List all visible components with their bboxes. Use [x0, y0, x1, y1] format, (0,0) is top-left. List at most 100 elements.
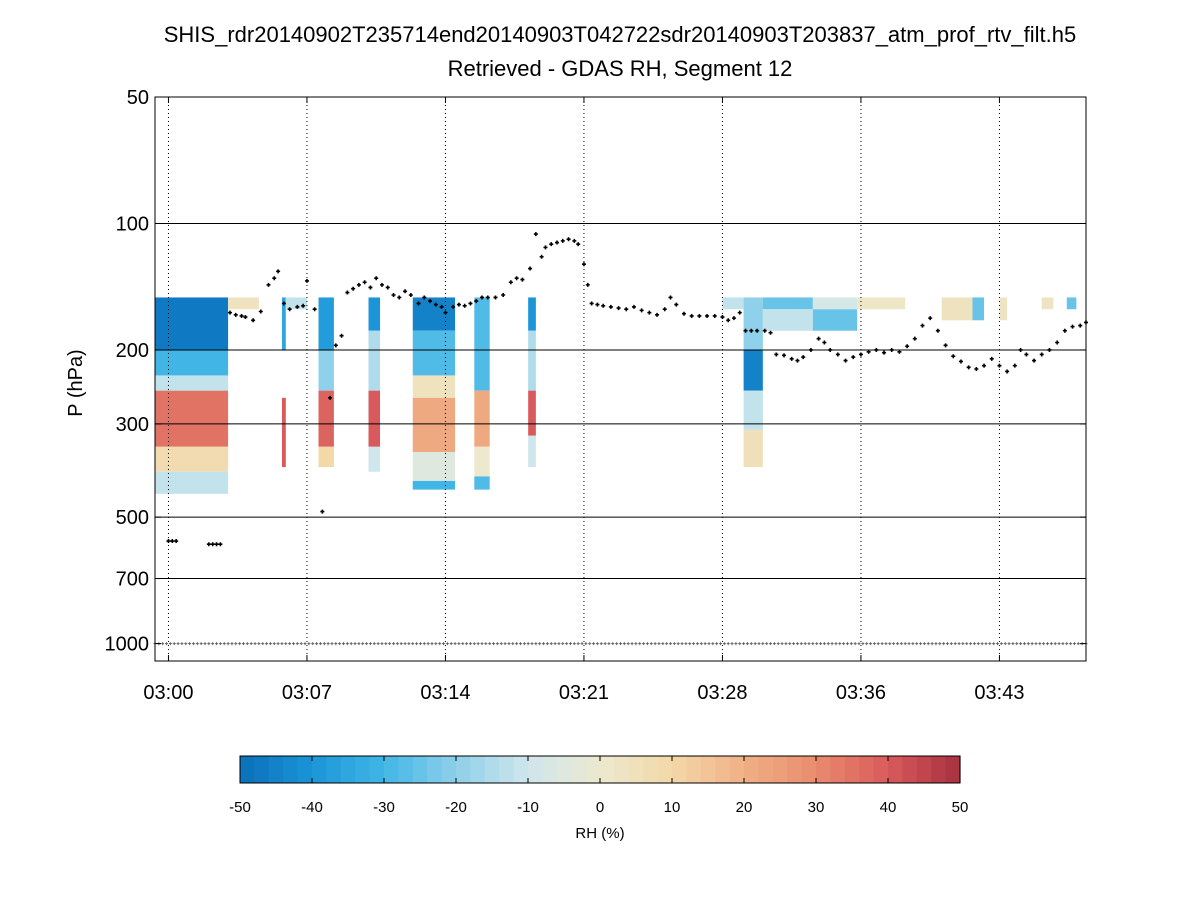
surface-point: [234, 642, 238, 646]
tropopause-point: [416, 301, 421, 306]
surface-point: [238, 642, 242, 646]
tropopause-point: [639, 308, 644, 313]
surface-point: [672, 642, 676, 646]
tropopause-point: [1047, 347, 1052, 352]
colorbar-segment: [369, 756, 385, 783]
surface-point: [211, 642, 215, 646]
colorbar-segment: [499, 756, 515, 783]
surface-point: [884, 642, 888, 646]
tropopause-point: [1032, 358, 1037, 363]
surface-point: [430, 642, 434, 646]
plot-area: 50 100 200 300 500 700 1000 03:00 03:07 03:14 03:2…: [105, 87, 1088, 704]
surface-point: [926, 642, 930, 646]
tropopause-point: [443, 310, 448, 315]
colorbar-segment: [830, 756, 846, 783]
tropopause-point: [422, 295, 427, 300]
tropopause-point: [439, 304, 444, 309]
surface-point: [407, 642, 411, 646]
surface-point: [503, 642, 507, 646]
surface-point: [345, 642, 349, 646]
surface-point: [680, 642, 684, 646]
surface-point: [742, 642, 746, 646]
tropopause-point: [1039, 352, 1044, 357]
surface-point: [807, 642, 811, 646]
surface-point: [438, 642, 442, 646]
tropopause-point: [501, 293, 506, 298]
surface-point: [699, 642, 703, 646]
colorbar-tick-label: 10: [664, 799, 681, 816]
tropopause-point: [866, 349, 871, 354]
colorbar-tick-label: -40: [301, 799, 323, 816]
surface-point: [353, 642, 357, 646]
tropopause-point: [295, 304, 300, 309]
surface-point: [415, 642, 419, 646]
tropopause-point: [795, 358, 800, 363]
colorbar-segment: [412, 756, 428, 783]
surface-point: [380, 642, 384, 646]
surface-point: [291, 642, 295, 646]
surface-point: [734, 642, 738, 646]
rh-cell: [285, 297, 307, 310]
surface-point: [453, 642, 457, 646]
surface-point: [626, 642, 630, 646]
tropopause-point: [601, 303, 606, 308]
colorbar-segment: [556, 756, 572, 783]
surface-point: [634, 642, 638, 646]
tropopause-point: [768, 330, 773, 335]
y-tick-label: 300: [116, 414, 149, 436]
tropopause-point: [514, 276, 519, 281]
surface-point: [172, 642, 176, 646]
colorbar-segment: [427, 756, 443, 783]
tropopause-point: [362, 280, 367, 285]
surface-point: [872, 642, 876, 646]
tropopause-point: [743, 328, 748, 333]
surface-point: [772, 642, 776, 646]
tropopause-point: [301, 303, 306, 308]
surface-point: [615, 642, 619, 646]
surface-point: [684, 642, 688, 646]
colorbar-segment: [844, 756, 860, 783]
surface-point: [268, 642, 272, 646]
surface-point: [965, 642, 969, 646]
surface-point: [653, 642, 657, 646]
surface-point: [168, 642, 172, 646]
tropopause-point: [989, 356, 994, 361]
rh-cell: [941, 297, 973, 321]
surface-point: [703, 642, 707, 646]
surface-point: [442, 642, 446, 646]
surface-point: [1030, 642, 1034, 646]
surface-point: [888, 642, 892, 646]
tropopause-point: [339, 333, 344, 338]
surface-point: [199, 642, 203, 646]
rh-cell: [812, 297, 858, 310]
tropopause-point: [468, 301, 473, 306]
surface-point: [726, 642, 730, 646]
tropopause-point: [774, 352, 779, 357]
tropopause-point: [397, 295, 402, 300]
colorbar-segment: [513, 756, 529, 783]
tropopause-point: [1005, 369, 1010, 374]
surface-point: [857, 642, 861, 646]
colorbar-segment: [456, 756, 471, 783]
surface-point: [792, 642, 796, 646]
tropopause-point: [272, 276, 277, 281]
surface-point: [426, 642, 430, 646]
tropopause-point: [581, 262, 586, 267]
surface-point: [515, 642, 519, 646]
tropopause-point: [647, 310, 652, 315]
tropopause-point: [528, 266, 533, 271]
surface-point: [622, 642, 626, 646]
surface-point: [630, 642, 634, 646]
surface-point: [907, 642, 911, 646]
tropopause-point: [520, 277, 525, 282]
colorbar-segment: [729, 756, 745, 783]
surface-point: [1022, 642, 1026, 646]
tropopause-point: [974, 366, 979, 371]
surface-point: [738, 642, 742, 646]
tropopause-point: [333, 343, 338, 348]
rh-cell: [368, 446, 381, 472]
colorbar-tick-label: 50: [952, 799, 969, 816]
surface-point: [645, 642, 649, 646]
tropopause-point: [304, 278, 309, 283]
tropopause-point: [782, 353, 787, 358]
